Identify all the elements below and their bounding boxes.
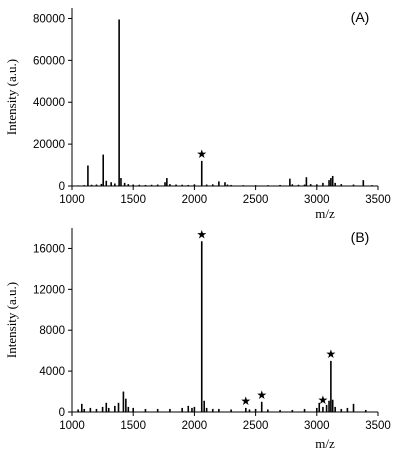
y-tick-label: 0 [59, 181, 65, 193]
y-tick-label: 60000 [33, 55, 65, 67]
x-tick-label: 3500 [365, 420, 391, 432]
y-tick-label: 12000 [33, 284, 65, 296]
x-tick-label: 2000 [182, 420, 208, 432]
y-tick-label: 8000 [39, 325, 65, 337]
spectrum-panel-a: 0 20000 40000 60000 80000 1000 1500 2000 2500 300… [4, 8, 391, 221]
y-tick-label: 16000 [33, 243, 65, 255]
y-axis-label: Intensity (a.u.) [4, 282, 19, 358]
y-tick-label: 40000 [33, 97, 65, 109]
x-tick-label: 1000 [59, 194, 85, 206]
x-tick-label: 1000 [59, 420, 85, 432]
x-tick-label: 2500 [243, 420, 269, 432]
spectrum-panel-b: 0 4000 8000 12000 16000 1000 1500 2000 2500 3000 3… [4, 227, 391, 451]
peak-star-marker: ★ [196, 227, 207, 241]
x-tick-label: 2000 [182, 194, 208, 206]
x-tick-label: 1500 [120, 194, 146, 206]
peak-star-marker: ★ [256, 388, 267, 402]
y-tick-label: 4000 [39, 366, 65, 378]
x-tick-label: 3000 [304, 194, 330, 206]
x-tick-label: 2500 [243, 194, 269, 206]
x-tick-label: 1500 [120, 420, 146, 432]
peak-star-marker: ★ [318, 393, 329, 407]
peak-star-marker: ★ [325, 347, 336, 361]
x-tick-label: 3000 [304, 420, 330, 432]
peak-star-marker: ★ [240, 394, 251, 408]
y-tick-label: 80000 [33, 13, 65, 25]
x-tick-label: 3500 [365, 194, 391, 206]
y-tick-label: 20000 [33, 139, 65, 151]
x-axis-label: m/z [315, 436, 335, 451]
y-axis-label: Intensity (a.u.) [4, 59, 19, 135]
x-axis-label: m/z [315, 206, 335, 221]
peak-star-marker: ★ [196, 147, 207, 161]
panel-label: (B) [351, 229, 370, 245]
panel-label: (A) [351, 9, 370, 25]
y-tick-label: 0 [59, 407, 65, 419]
